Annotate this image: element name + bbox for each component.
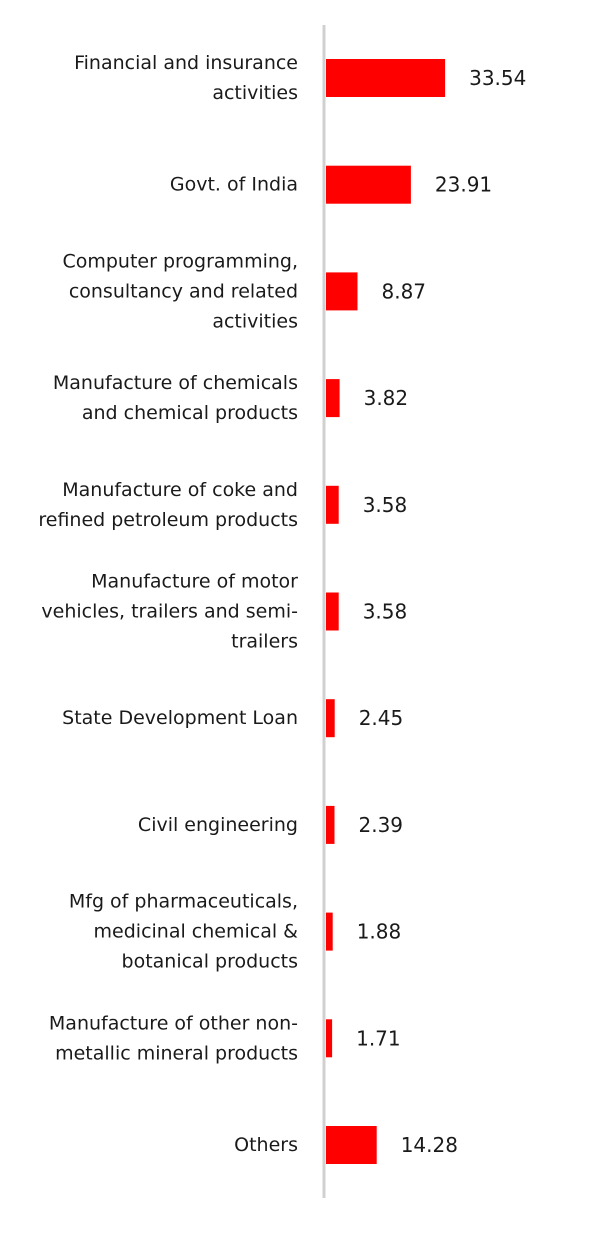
category-label: metallic mineral products xyxy=(55,1042,298,1064)
category-label: botanical products xyxy=(122,951,298,973)
bar xyxy=(326,1019,333,1058)
category-label: Manufacture of motor xyxy=(91,571,298,593)
category-label: vehicles, trailers and semi- xyxy=(41,601,298,623)
category-label: Manufacture of chemicals xyxy=(53,372,298,394)
value-label: 1.71 xyxy=(356,1026,401,1050)
value-label: 1.88 xyxy=(357,920,402,944)
bar xyxy=(326,165,411,204)
bar xyxy=(326,485,339,524)
category-label: Mfg of pharmaceuticals, xyxy=(69,891,298,913)
category-label: Manufacture of other non- xyxy=(49,1012,298,1034)
category-label: refined petroleum products xyxy=(38,509,298,531)
category-label: Manufacture of coke and xyxy=(62,479,298,501)
category-label: activities xyxy=(212,82,298,104)
category-label: consultancy and related xyxy=(69,280,298,302)
value-label: 14.28 xyxy=(401,1133,458,1157)
value-label: 8.87 xyxy=(382,279,427,303)
category-label: and chemical products xyxy=(82,402,298,424)
category-label: Financial and insurance xyxy=(74,52,298,74)
bar xyxy=(326,699,335,738)
category-label: Others xyxy=(234,1134,298,1156)
category-labels-group: Financial and insurance activities Govt. o… xyxy=(38,52,298,1156)
bar xyxy=(326,805,335,844)
value-label: 2.39 xyxy=(359,813,404,837)
value-label: 3.58 xyxy=(363,600,408,624)
value-labels-group: 33.54 23.91 8.87 3.82 3.58 3.58 2.45 2.39 1.88 1.… xyxy=(356,66,526,1157)
category-label: Govt. of India xyxy=(170,174,298,196)
category-label: activities xyxy=(212,310,298,332)
category-label: medicinal chemical & xyxy=(94,921,299,943)
bar xyxy=(326,912,333,951)
bar xyxy=(326,592,339,631)
value-label: 2.45 xyxy=(359,706,404,730)
category-label: State Development Loan xyxy=(62,707,298,729)
category-label: Computer programming, xyxy=(62,250,298,272)
value-label: 3.58 xyxy=(363,493,408,517)
bar xyxy=(326,379,340,418)
value-label: 33.54 xyxy=(469,66,526,90)
category-label: trailers xyxy=(231,631,298,653)
value-label: 23.91 xyxy=(435,173,492,197)
value-label: 3.82 xyxy=(364,386,409,410)
bar xyxy=(326,59,446,97)
bar xyxy=(326,272,358,311)
bars-group xyxy=(326,59,446,1164)
bar xyxy=(326,1126,377,1164)
category-label: Civil engineering xyxy=(138,814,298,836)
